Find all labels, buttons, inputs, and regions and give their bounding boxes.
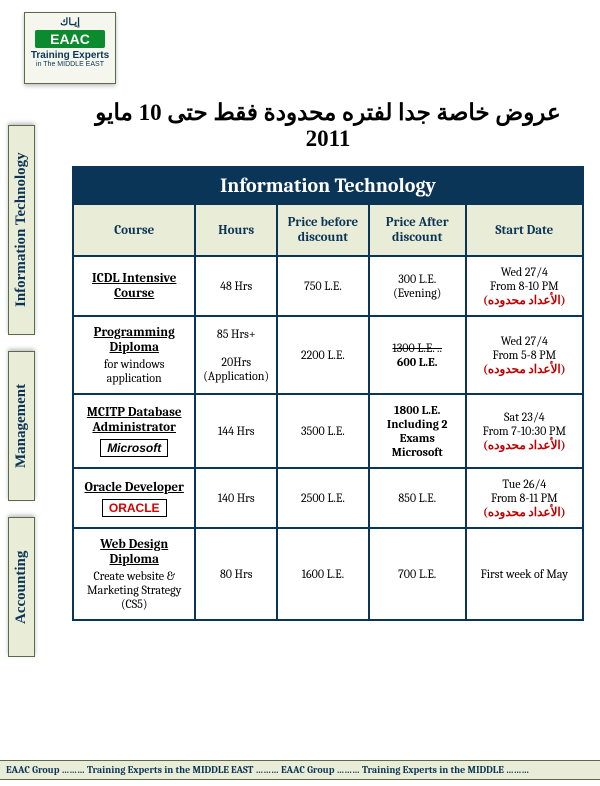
- price-after-cell: 1800 L.E. Including 2 Exams Microsoft: [369, 394, 466, 468]
- price-after: 700 L.E.: [398, 567, 436, 581]
- logo-line2: in The MIDDLE EAST: [29, 61, 111, 68]
- table-row: Oracle Developer ORACLE 140 Hrs2500 L.E. 85…: [73, 468, 583, 528]
- table-row: Web Design DiplomaCreate website & Marke…: [73, 528, 583, 620]
- table-title: Information Technology: [73, 167, 583, 204]
- course-cell: ICDL Intensive Course: [73, 256, 195, 316]
- hours-cell: 140 Hrs: [195, 468, 277, 528]
- price-after-cell: 300 L.E. (Evening): [369, 256, 466, 316]
- price-after: 600 L.E.: [397, 355, 438, 369]
- footer: EAAC Group ……… Training Experts in the M…: [0, 760, 600, 780]
- price-after-cell: 1300 L.E. ..600 L.E.: [369, 316, 466, 394]
- price-after: 1800 L.E. Including 2 Exams Microsoft: [387, 403, 448, 459]
- column-header: Price before discount: [277, 204, 369, 256]
- course-sub: for windows application: [78, 357, 190, 385]
- course-cell: MCITP Database Administrator Microsoft: [73, 394, 195, 468]
- start-date-cell: Tue 26/4From 8-11 PM(الأعداد محدوده): [466, 468, 583, 528]
- price-before-cell: 1600 L.E.: [277, 528, 369, 620]
- start-date-cell: Wed 27/4From 5-8 PM(الأعداد محدوده): [466, 316, 583, 394]
- hours-cell: 48 Hrs: [195, 256, 277, 316]
- course-name: Oracle Developer: [84, 480, 183, 495]
- date-line: Tue 26/4: [471, 477, 578, 491]
- date-line: First week of May: [471, 567, 578, 581]
- start-date-cell: First week of May: [466, 528, 583, 620]
- course-name: Programming Diploma: [94, 325, 175, 355]
- sidebar-item-management[interactable]: Management: [8, 351, 35, 501]
- logo-arabic: إيـاك: [29, 17, 111, 28]
- date-line: From 8-10 PM: [471, 279, 578, 293]
- sidebar-item-it[interactable]: Information Technology: [8, 125, 35, 335]
- start-date-cell: Wed 27/4From 8-10 PM(الأعداد محدوده): [466, 256, 583, 316]
- brand-tag: ORACLE: [102, 499, 167, 517]
- column-header: Start Date: [466, 204, 583, 256]
- date-line: From 7-10:30 PM: [471, 424, 578, 438]
- price-before-cell: 2200 L.E.: [277, 316, 369, 394]
- date-line: From 8-11 PM: [471, 491, 578, 505]
- date-line: Sat 23/4: [471, 410, 578, 424]
- course-name: ICDL Intensive Course: [92, 271, 176, 301]
- column-header: Price After discount: [369, 204, 466, 256]
- page-headline: عروض خاصة جدا لفتره محدودة فقط حتى 10 ما…: [72, 100, 584, 152]
- course-cell: Oracle Developer ORACLE: [73, 468, 195, 528]
- price-after-cell: 700 L.E.: [369, 528, 466, 620]
- limited-note: (الأعداد محدوده): [471, 505, 578, 519]
- logo-brand: EAAC: [35, 30, 105, 48]
- hours-cell: 80 Hrs: [195, 528, 277, 620]
- logo-line1: Training Experts: [29, 50, 111, 61]
- course-cell: Web Design DiplomaCreate website & Marke…: [73, 528, 195, 620]
- limited-note: (الأعداد محدوده): [471, 293, 578, 307]
- price-strike: 1300 L.E. ..: [392, 341, 442, 355]
- brand-tag: Microsoft: [100, 439, 168, 457]
- logo: إيـاك EAAC Training Experts in The MIDDL…: [24, 12, 116, 84]
- table-title-row: Information Technology: [73, 167, 583, 204]
- courses-table: Information Technology CourseHoursPrice …: [72, 166, 584, 621]
- price-before-cell: 750 L.E.: [277, 256, 369, 316]
- main-content: عروض خاصة جدا لفتره محدودة فقط حتى 10 ما…: [72, 100, 584, 621]
- table-header-row: CourseHoursPrice before discountPrice Af…: [73, 204, 583, 256]
- sidebar-item-accounting[interactable]: Accounting: [8, 517, 35, 657]
- course-cell: Programming Diplomafor windows applicati…: [73, 316, 195, 394]
- column-header: Hours: [195, 204, 277, 256]
- table-row: MCITP Database Administrator Microsoft 144…: [73, 394, 583, 468]
- start-date-cell: Sat 23/4From 7-10:30 PM(الأعداد محدوده): [466, 394, 583, 468]
- course-name: MCITP Database Administrator: [87, 405, 182, 435]
- date-line: Wed 27/4: [471, 334, 578, 348]
- limited-note: (الأعداد محدوده): [471, 438, 578, 452]
- price-after: 300 L.E. (Evening): [393, 272, 441, 300]
- limited-note: (الأعداد محدوده): [471, 362, 578, 376]
- price-before-cell: 3500 L.E.: [277, 394, 369, 468]
- course-sub: Create website & Marketing Strategy (CS5…: [78, 569, 190, 611]
- column-header: Course: [73, 204, 195, 256]
- sidebar: Information Technology Management Accoun…: [8, 125, 46, 673]
- price-after: 850 L.E.: [398, 491, 436, 505]
- table-row: Programming Diplomafor windows applicati…: [73, 316, 583, 394]
- price-before-cell: 2500 L.E.: [277, 468, 369, 528]
- date-line: From 5-8 PM: [471, 348, 578, 362]
- hours-cell: 85 Hrs+20Hrs (Application): [195, 316, 277, 394]
- price-after-cell: 850 L.E.: [369, 468, 466, 528]
- hours-cell: 144 Hrs: [195, 394, 277, 468]
- table-row: ICDL Intensive Course 48 Hrs750 L.E. 300 L…: [73, 256, 583, 316]
- course-name: Web Design Diploma: [100, 537, 168, 567]
- date-line: Wed 27/4: [471, 265, 578, 279]
